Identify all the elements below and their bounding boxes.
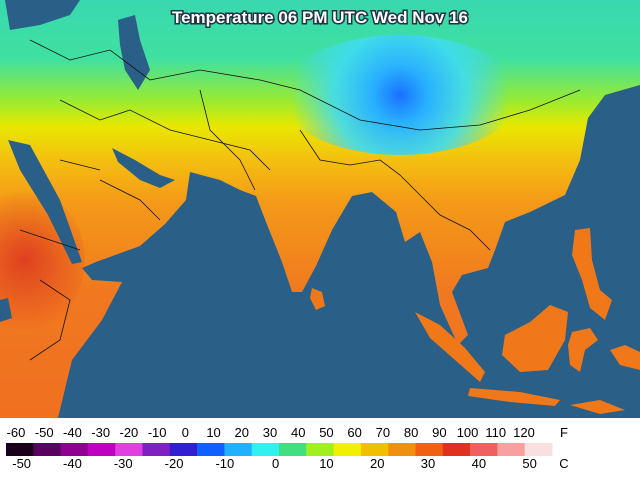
fahrenheit-label: 30 xyxy=(263,425,277,440)
sumatra xyxy=(415,312,485,382)
fahrenheit-label: -10 xyxy=(148,425,167,440)
color-swatch xyxy=(497,443,526,456)
fahrenheit-label: 110 xyxy=(485,425,506,440)
sulawesi xyxy=(568,328,598,372)
color-swatch xyxy=(142,443,171,456)
color-swatch xyxy=(6,443,34,456)
lesser-sunda xyxy=(570,400,625,414)
fahrenheit-label: -40 xyxy=(63,425,82,440)
fahrenheit-label: -60 xyxy=(7,425,26,440)
caspian-sea xyxy=(118,15,150,90)
celsius-unit: C xyxy=(559,456,568,471)
fahrenheit-label: 100 xyxy=(457,425,479,440)
map-title: Temperature 06 PM UTC Wed Nov 16 xyxy=(172,8,468,27)
philippines xyxy=(572,228,612,320)
java xyxy=(468,388,560,406)
borders xyxy=(19,39,581,361)
map-area: Temperature 06 PM UTC Wed Nov 16 xyxy=(0,0,640,418)
fahrenheit-unit: F xyxy=(560,425,568,440)
celsius-label: 50 xyxy=(522,456,536,471)
celsius-label: -30 xyxy=(114,456,133,471)
celsius-label: 40 xyxy=(472,456,486,471)
color-swatch xyxy=(442,443,471,456)
fahrenheit-label: -30 xyxy=(91,425,110,440)
color-swatch xyxy=(87,443,116,456)
color-swatch xyxy=(333,443,362,456)
color-swatch xyxy=(415,443,444,456)
fahrenheit-label: 70 xyxy=(376,425,390,440)
borneo xyxy=(502,305,568,372)
islands xyxy=(310,228,640,414)
fahrenheit-label: 50 xyxy=(319,425,333,440)
fahrenheit-label: 90 xyxy=(432,425,446,440)
color-swatch xyxy=(60,443,89,456)
color-swatch xyxy=(306,443,335,456)
fahrenheit-label: 60 xyxy=(347,425,361,440)
color-swatch xyxy=(360,443,389,456)
color-swatch xyxy=(197,443,225,456)
color-swatch xyxy=(470,443,498,456)
color-swatch xyxy=(169,443,198,456)
color-swatch xyxy=(115,443,143,456)
cold-region xyxy=(280,35,520,155)
fahrenheit-label: 40 xyxy=(291,425,305,440)
black-sea xyxy=(5,0,80,30)
fahrenheit-label: 10 xyxy=(206,425,220,440)
fahrenheit-label: 80 xyxy=(404,425,418,440)
fahrenheit-label: 20 xyxy=(235,425,249,440)
land xyxy=(0,0,640,418)
celsius-label: -10 xyxy=(215,456,234,471)
fahrenheit-label: 0 xyxy=(182,425,189,440)
celsius-label: -50 xyxy=(12,456,31,471)
sri-lanka xyxy=(310,288,325,310)
celsius-label: -40 xyxy=(63,456,82,471)
lake xyxy=(0,298,12,322)
color-swatch xyxy=(279,443,307,456)
red-sea xyxy=(8,140,82,264)
fahrenheit-label: -50 xyxy=(35,425,54,440)
color-swatch xyxy=(33,443,62,456)
moluccas xyxy=(610,345,640,370)
persian-gulf xyxy=(112,148,175,188)
celsius-label: 10 xyxy=(319,456,333,471)
fahrenheit-label: 120 xyxy=(513,425,535,440)
celsius-label: 0 xyxy=(272,456,279,471)
color-swatch xyxy=(224,443,253,456)
color-legend: F C -60 -50 -40 -30 -20 -10 0 10 20 30 40 50 60 70 80 9… xyxy=(6,425,569,471)
color-swatch xyxy=(388,443,416,456)
celsius-label: 20 xyxy=(370,456,384,471)
celsius-label: 30 xyxy=(421,456,435,471)
color-swatch xyxy=(524,443,553,456)
fahrenheit-label: -20 xyxy=(119,425,138,440)
color-swatch xyxy=(251,443,280,456)
celsius-label: -20 xyxy=(165,456,184,471)
